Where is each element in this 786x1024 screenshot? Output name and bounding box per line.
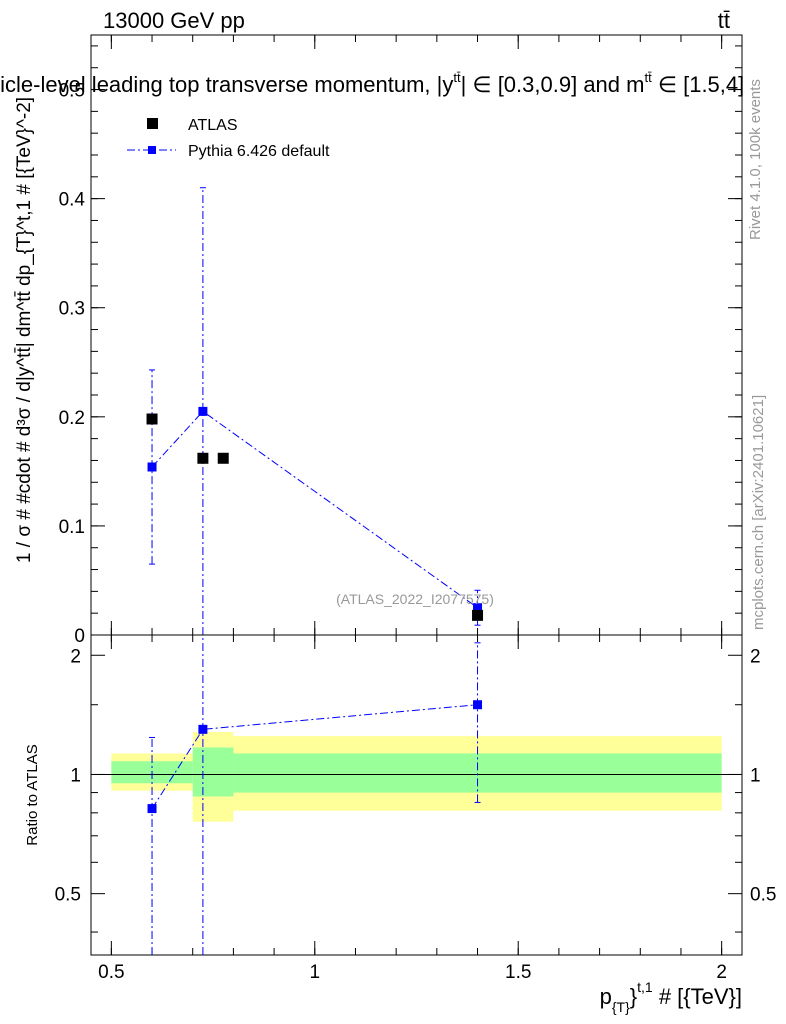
legend-marker-pythia (148, 146, 156, 154)
ratio-plot-area: 0.5 1 1.5 2 0.5 0.5 1 1 2 2 (55, 635, 776, 983)
legend-label-pythia: Pythia 6.426 default (188, 143, 330, 160)
main-plot-area: 0 0.1 0.2 0.3 0.4 0.5 (59, 35, 742, 647)
ratio-ytick-label-right: 0.5 (750, 885, 776, 906)
plot-title: ticle-level leading top transverse momen… (0, 70, 744, 97)
ratio-plot-frame (90, 634, 743, 956)
main-y-axis-label: 1 / σ # #cdot # d³σ / d|y^tt̄| dm^tt̄ dp… (14, 97, 35, 563)
header-final-state: tt̄ (718, 8, 730, 33)
main-ytick-label: 0.1 (59, 517, 85, 538)
legend-label-atlas: ATLAS (188, 117, 238, 134)
ratio-ytick-label-right: 1 (750, 765, 761, 786)
ratio-ytick-label: 1 (70, 765, 81, 786)
main-ytick-label: 0.5 (59, 81, 85, 102)
ratio-pythia-point (198, 724, 208, 734)
ratio-pythia-line (151, 704, 478, 809)
atlas-point (146, 413, 158, 425)
pythia-line (151, 410, 478, 609)
atlas-point (217, 452, 229, 464)
ratio-band-green (192, 747, 234, 797)
main-ytick-label: 0.2 (59, 408, 85, 429)
header-process: 13000 GeV pp (103, 8, 245, 33)
atlas-point (472, 609, 484, 621)
pythia-point (198, 406, 208, 416)
atlas-point (197, 452, 209, 464)
main-ytick-label: 0.3 (59, 299, 85, 320)
ratio-ytick-label-right: 2 (750, 646, 761, 667)
main-ytick-label: 0 (74, 626, 85, 647)
ratio-ytick-label: 2 (70, 646, 81, 667)
ratio-pythia-point (147, 804, 157, 814)
pythia-point (473, 603, 483, 613)
mcplots-label: mcplots.cern.ch [arXiv:2401.10621] (750, 395, 767, 630)
pythia-point (147, 462, 157, 472)
ratio-pythia-point (473, 700, 483, 710)
xtick-label: 2 (716, 962, 727, 983)
legend-marker-atlas (147, 118, 158, 129)
ratio-ytick-label: 0.5 (55, 885, 81, 906)
analysis-watermark: (ATLAS_2022_I2077575) (336, 591, 494, 607)
xtick-label: 0.5 (98, 962, 124, 983)
main-ytick-label: 0.4 (59, 190, 86, 211)
x-axis-label: p{T}}t,1 # [{TeV}] (600, 979, 742, 1015)
xtick-label: 1.5 (505, 962, 531, 983)
xtick-label: 1 (309, 962, 320, 983)
rivet-label: Rivet 4.1.0, 100k events (747, 79, 764, 240)
legend: ATLAS Pythia 6.426 default (127, 117, 330, 160)
ratio-y-axis-label: Ratio to ATLAS (24, 744, 41, 845)
